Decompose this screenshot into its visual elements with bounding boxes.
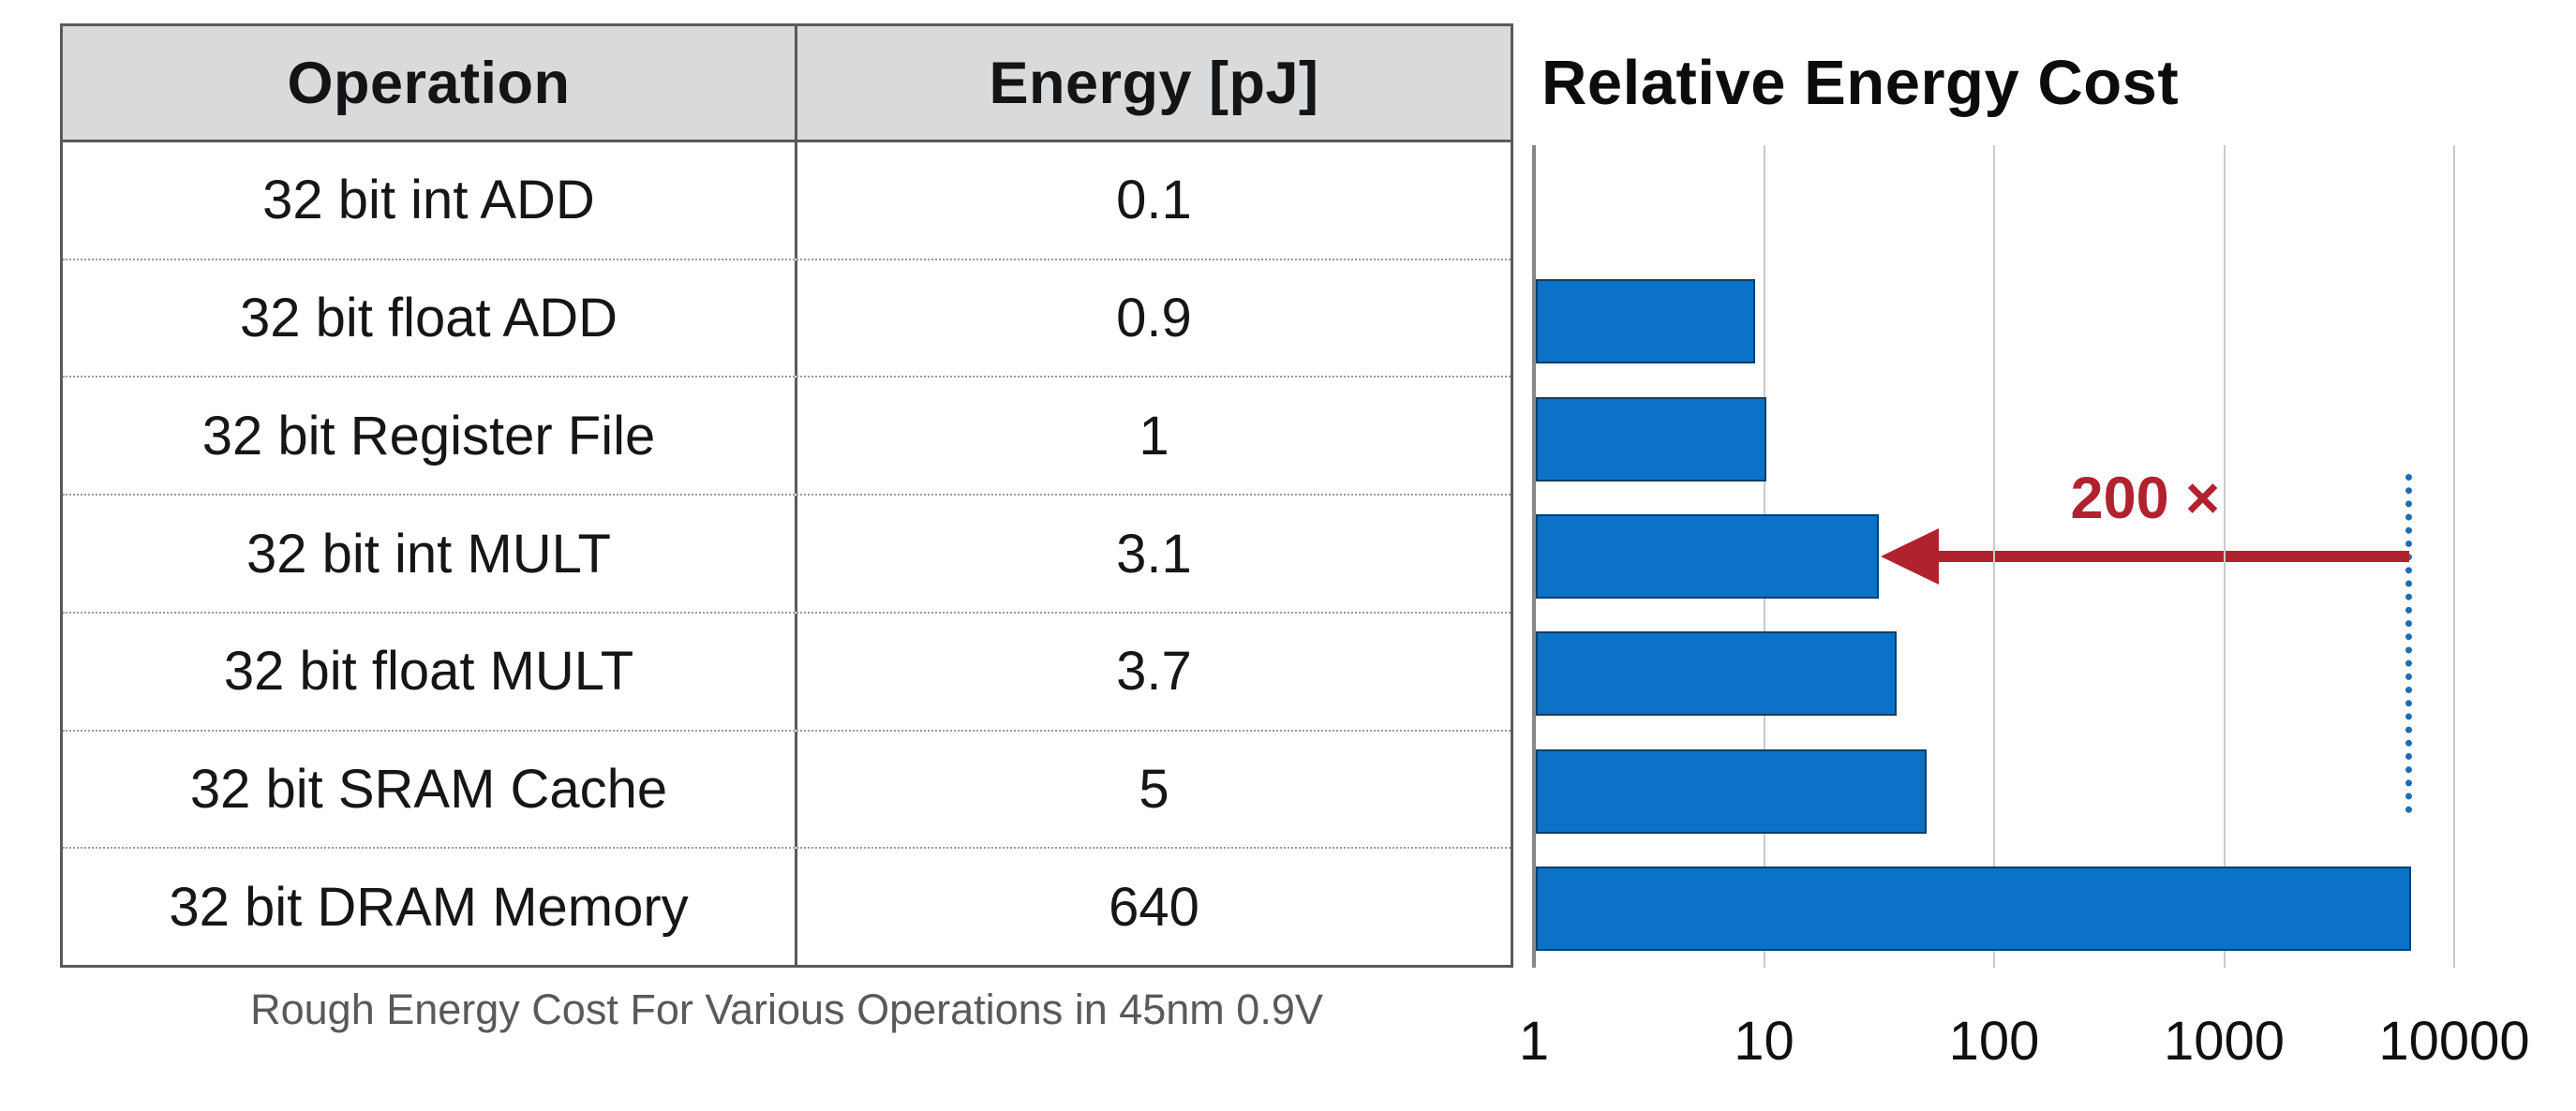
- energy-bar-1: [1536, 279, 1755, 363]
- x-tick-label-1000: 1000: [2163, 1011, 2286, 1072]
- operation-cell: 32 bit float ADD: [63, 259, 797, 377]
- energy-table-body: 32 bit int ADD 0.1 32 bit float ADD 0.9 …: [63, 142, 1511, 966]
- dram-reference-line: [2405, 474, 2413, 813]
- energy-bar-5: [1536, 749, 1927, 834]
- table-row: 32 bit Register File 1: [63, 376, 1511, 495]
- x-tick-label-10000: 10000: [2378, 1011, 2530, 1072]
- comparison-arrow-line: [1935, 551, 2410, 562]
- energy-cell: 5: [1139, 758, 1169, 820]
- col-header-energy: Energy [pJ]: [989, 50, 1319, 116]
- chart-title: Relative Energy Cost: [1541, 48, 2180, 118]
- energy-cell: 3.7: [1116, 641, 1192, 703]
- operation-cell: 32 bit DRAM Memory: [63, 849, 797, 966]
- table-row: 32 bit SRAM Cache 5: [63, 729, 1511, 848]
- gridline-100: [1993, 145, 1995, 968]
- table-caption: Rough Energy Cost For Various Operations…: [250, 985, 1323, 1033]
- operation-cell: 32 bit float MULT: [63, 613, 797, 730]
- x-tick-label-1: 1: [1518, 1011, 1550, 1072]
- energy-cell: 1: [1139, 405, 1169, 467]
- energy-bar-2: [1536, 397, 1766, 481]
- energy-bar-4: [1536, 631, 1897, 716]
- table-row: 32 bit int MULT 3.1: [63, 494, 1511, 612]
- annotation-200x: 200 ×: [2070, 466, 2220, 531]
- energy-cell: 640: [1109, 876, 1199, 938]
- table-row: 32 bit float ADD 0.9: [63, 258, 1511, 377]
- operation-cell: 32 bit int ADD: [63, 142, 797, 259]
- gridline-1000: [2223, 145, 2226, 968]
- col-header-operation: Operation: [63, 26, 797, 140]
- energy-cell: 3.1: [1116, 523, 1192, 585]
- energy-bar-6: [1536, 867, 2411, 951]
- gridline-10000: [2453, 145, 2455, 968]
- energy-table: Operation Energy [pJ] 32 bit int ADD 0.1…: [60, 23, 1513, 968]
- operation-cell: 32 bit int MULT: [63, 496, 797, 612]
- operation-cell: 32 bit SRAM Cache: [63, 731, 797, 848]
- table-row: 32 bit int ADD 0.1: [63, 142, 1511, 259]
- x-tick-label-100: 100: [1948, 1011, 2040, 1072]
- energy-cell: 0.9: [1116, 288, 1192, 349]
- energy-bar-3: [1536, 514, 1879, 599]
- table-header-row: Operation Energy [pJ]: [63, 26, 1511, 142]
- y-axis-line: [1532, 145, 1536, 968]
- energy-cell: 0.1: [1116, 170, 1192, 231]
- x-tick-label-10: 10: [1734, 1011, 1794, 1072]
- comparison-arrow-head: [1881, 528, 1940, 585]
- table-row: 32 bit DRAM Memory 640: [63, 847, 1511, 966]
- operation-cell: 32 bit Register File: [63, 378, 797, 495]
- table-row: 32 bit float MULT 3.7: [63, 611, 1511, 730]
